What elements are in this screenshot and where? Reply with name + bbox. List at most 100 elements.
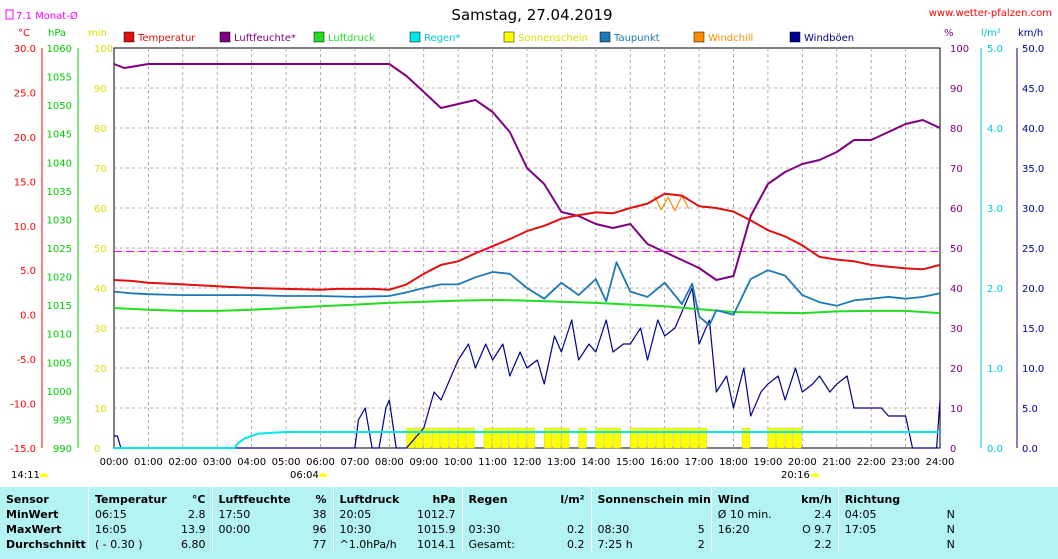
stats-header-hum: Luftfeuchte <box>212 487 299 507</box>
rain-tick-label: 2.0 <box>987 284 1003 295</box>
pressure-tick-label: 1020 <box>47 273 72 284</box>
press-value: 1015.9 <box>400 522 463 537</box>
pressure-unit: hPa <box>48 28 66 39</box>
temp-tick-label: 20.0 <box>14 133 36 144</box>
pressure-tick-label: 1045 <box>47 130 72 141</box>
temp-time: ( - 0.30 ) <box>89 537 176 552</box>
pressure-tick-label: 1005 <box>47 358 72 369</box>
legend-label: Luftdruck <box>328 33 375 44</box>
wind-unit: km/h <box>1018 28 1043 39</box>
stats-header-temp-unit: °C <box>175 487 212 507</box>
legend-label: Windchill <box>708 33 753 44</box>
rain-tick-label: 4.0 <box>987 124 1003 135</box>
pressure-tick-label: 1010 <box>47 330 72 341</box>
rain-value <box>539 507 592 522</box>
humidity-tick-label: 60 <box>950 204 963 215</box>
humidity-tick-label: 20 <box>950 364 963 375</box>
rain-value: 0.2 <box>539 522 592 537</box>
wind-tick-label: 50.0 <box>1022 44 1044 55</box>
temp-value: 6.80 <box>175 537 212 552</box>
legend-label: Sonnenschein <box>518 33 588 44</box>
temp-time: 16:05 <box>89 522 176 537</box>
stats-row-avg: Durchschnitt ( - 0.30 ) 6.80 77 ^1.0hPa/… <box>0 537 961 552</box>
stats-header-hum-unit: % <box>299 487 334 507</box>
x-tick-label: 22:00 <box>857 457 886 468</box>
pressure-tick-label: 1050 <box>47 101 72 112</box>
legend-label: Temperatur <box>137 33 196 44</box>
humidity-tick-label: 50 <box>950 244 963 255</box>
wind-tick-label: 35.0 <box>1022 164 1044 175</box>
stats-header-sun: Sonnenschein min <box>591 487 711 507</box>
hum-time <box>212 537 299 552</box>
rain-value: 0.2 <box>539 537 592 552</box>
dir-value: N <box>925 537 961 552</box>
temp-tick-label: 10.0 <box>14 222 36 233</box>
sunset-time: 20:16 <box>781 470 810 481</box>
wind-tick-label: 20.0 <box>1022 284 1044 295</box>
x-tick-label: 18:00 <box>719 457 748 468</box>
sunrise-time: 06:04 <box>290 470 319 481</box>
temp-value: 2.8 <box>175 507 212 522</box>
wind-tick-label: 15.0 <box>1022 324 1044 335</box>
rain-time: 03:30 <box>462 522 539 537</box>
x-tick-label: 13:00 <box>547 457 576 468</box>
minutes-tick-label: 50 <box>94 244 107 255</box>
hum-value: 77 <box>299 537 334 552</box>
x-tick-label: 21:00 <box>822 457 851 468</box>
x-tick-label: 08:00 <box>375 457 404 468</box>
humidity-tick-label: 90 <box>950 84 963 95</box>
sun-value: 2 <box>673 537 711 552</box>
x-tick-label: 20:00 <box>788 457 817 468</box>
humidity-unit: % <box>944 28 954 39</box>
hum-time: 17:50 <box>212 507 299 522</box>
monthly-avg-label: 7.1 Monat-Ø <box>16 10 78 22</box>
x-tick-label: 12:00 <box>513 457 542 468</box>
hum-value: 96 <box>299 522 334 537</box>
hum-time: 00:00 <box>212 522 299 537</box>
stats-row-max: MaxWert 16:05 13.9 00:00 96 10:30 1015.9… <box>0 522 961 537</box>
x-tick-label: 07:00 <box>341 457 370 468</box>
humidity-tick-label: 100 <box>950 44 969 55</box>
pressure-tick-label: 995 <box>53 415 72 426</box>
row-label: MinWert <box>0 507 89 522</box>
wind-tick-label: 25.0 <box>1022 244 1044 255</box>
legend-label: Windböen <box>804 33 854 44</box>
dir-time: 17:05 <box>838 522 925 537</box>
temp-tick-label: -15.0 <box>10 444 36 455</box>
sun-value <box>673 507 711 522</box>
minutes-tick-label: 60 <box>94 204 107 215</box>
sun-time: 7:25 h <box>591 537 673 552</box>
wind-tick-label: 30.0 <box>1022 204 1044 215</box>
pressure-tick-label: 1040 <box>47 158 72 169</box>
temp-unit: °C <box>18 28 30 39</box>
chart-grid <box>114 48 940 448</box>
humidity-tick-label: 80 <box>950 124 963 135</box>
dir-time: 04:05 <box>838 507 925 522</box>
x-tick-label: 03:00 <box>203 457 232 468</box>
x-tick-label: 14:00 <box>581 457 610 468</box>
rain-tick-label: 5.0 <box>987 44 1003 55</box>
x-tick-label: 10:00 <box>444 457 473 468</box>
legend-swatch <box>124 32 134 42</box>
x-tick-label: 23:00 <box>891 457 920 468</box>
legend-label: Regen* <box>424 33 461 44</box>
x-tick-label: 24:00 <box>926 457 955 468</box>
stats-header-rain: Regen <box>462 487 539 507</box>
hum-value: 38 <box>299 507 334 522</box>
rain-unit: l/m² <box>981 28 1001 39</box>
x-tick-label: 19:00 <box>754 457 783 468</box>
chart-title: Samstag, 27.04.2019 <box>451 6 612 24</box>
wind-value: 2.4 <box>786 507 839 522</box>
site-link[interactable]: www.wetter-pfalzen.com <box>929 8 1052 19</box>
x-tick-label: 11:00 <box>478 457 507 468</box>
pressure-tick-label: 1060 <box>47 44 72 55</box>
x-tick-label: 15:00 <box>616 457 645 468</box>
pressure-tick-label: 1030 <box>47 215 72 226</box>
dir-value: N <box>925 522 961 537</box>
rain-time <box>462 507 539 522</box>
minutes-tick-label: 10 <box>94 404 107 415</box>
rain-tick-label: 3.0 <box>987 204 1003 215</box>
pressure-tick-label: 1035 <box>47 187 72 198</box>
temp-time: 06:15 <box>89 507 176 522</box>
minutes-tick-label: 40 <box>94 284 107 295</box>
